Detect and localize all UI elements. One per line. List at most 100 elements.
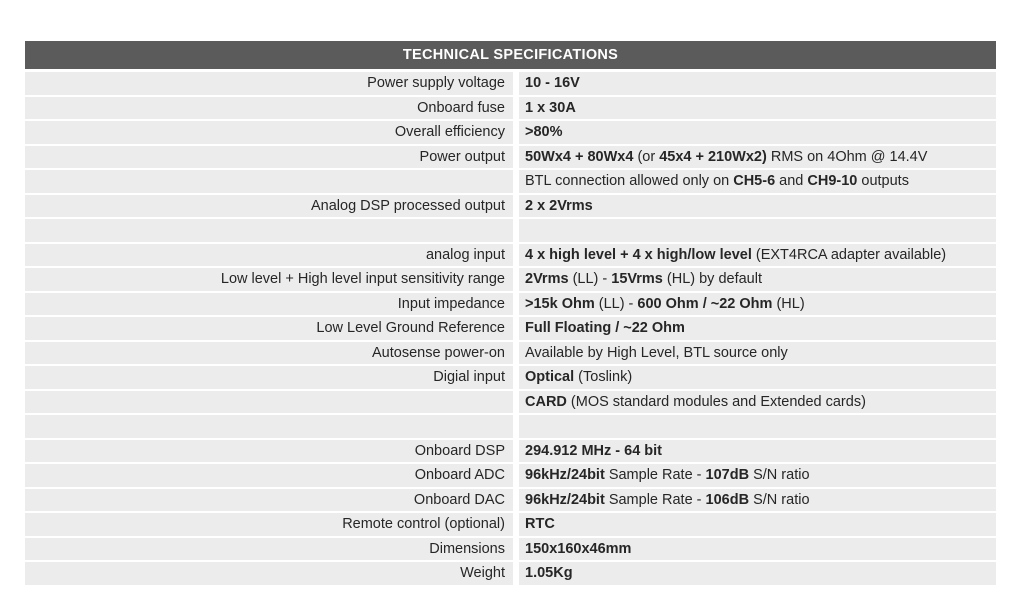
column-divider bbox=[513, 219, 519, 242]
spec-value: 150x160x46mm bbox=[519, 537, 996, 560]
spec-value-text: Available by High Level, BTL source only bbox=[525, 344, 788, 361]
spec-value-bold-text: 107dB bbox=[705, 467, 750, 483]
table-row: CARD (MOS standard modules and Extended … bbox=[25, 390, 996, 413]
spec-value: 10 - 16V bbox=[519, 72, 996, 95]
spec-value-bold-text: CARD bbox=[525, 393, 567, 410]
column-divider bbox=[513, 341, 519, 364]
column-divider bbox=[513, 415, 519, 438]
spec-value-text: and bbox=[775, 173, 808, 189]
spec-label: Onboard DSP bbox=[25, 439, 513, 462]
spec-value-text: Sample Rate - bbox=[604, 491, 706, 508]
column-divider bbox=[513, 366, 519, 389]
spec-value-bold-text: 50Wx4 + 80Wx4 bbox=[525, 148, 634, 165]
spec-value: 96kHz/24bit Sample Rate - 106dB S/N rati… bbox=[519, 488, 996, 511]
spec-label: Weight bbox=[25, 562, 513, 585]
table-row: analog input 4 x high level + 4 x high/lo… bbox=[25, 243, 996, 266]
spec-value-bold-text: 106dB bbox=[705, 491, 750, 508]
spec-value: 1 x 30A bbox=[519, 96, 996, 119]
spec-label: Low Level Ground Reference bbox=[25, 317, 513, 340]
table-row: Onboard fuse 1 x 30A bbox=[25, 96, 996, 119]
column-divider bbox=[513, 537, 519, 560]
spec-value: Available by High Level, BTL source only bbox=[519, 341, 996, 364]
spec-value-bold-text: 2 x 2Vrms bbox=[525, 197, 593, 214]
spec-value bbox=[519, 219, 996, 242]
table-row: Input impedance >15k Ohm (LL) - 600 Ohm /… bbox=[25, 292, 996, 315]
table-row: Onboard DSP 294.912 MHz - 64 bit bbox=[25, 439, 996, 462]
spec-value: >80% bbox=[519, 121, 996, 144]
spec-value-text: (or bbox=[633, 148, 660, 165]
column-divider bbox=[513, 317, 519, 340]
column-divider bbox=[513, 562, 519, 585]
column-divider bbox=[513, 194, 519, 217]
spec-value-bold-text: 1.05Kg bbox=[525, 565, 573, 581]
column-divider bbox=[513, 145, 519, 168]
spec-value-text: (HL) by default bbox=[662, 271, 762, 287]
spec-value bbox=[519, 415, 996, 438]
spec-value-bold-text: Full Floating / ~22 Ohm bbox=[525, 320, 685, 336]
spec-value: 2Vrms (LL) - 15Vrms (HL) by default bbox=[519, 268, 996, 291]
spec-value: >15k Ohm (LL) - 600 Ohm / ~22 Ohm (HL) bbox=[519, 292, 996, 315]
table-row bbox=[25, 415, 996, 438]
table-row: Onboard DAC 96kHz/24bit Sample Rate - 106… bbox=[25, 488, 996, 511]
spec-value-bold-text: 96kHz/24bit bbox=[525, 467, 605, 483]
spec-value-bold-text: >80% bbox=[525, 124, 563, 140]
column-divider bbox=[513, 268, 519, 291]
spec-label: Power output bbox=[25, 145, 513, 168]
table-row: Autosense power-on Available by High Leve… bbox=[25, 341, 996, 364]
table-row: Weight 1.05Kg bbox=[25, 562, 996, 585]
spec-value: Optical (Toslink) bbox=[519, 366, 996, 389]
spec-label: Digial input bbox=[25, 366, 513, 389]
spec-label bbox=[25, 219, 513, 242]
spec-value-text: BTL connection allowed only on bbox=[525, 173, 734, 189]
spec-value-bold-text: 1 x 30A bbox=[525, 99, 576, 116]
table-row: BTL connection allowed only on CH5-6 and… bbox=[25, 170, 996, 193]
spec-value-bold-text: >15k Ohm bbox=[525, 295, 595, 312]
spec-label: Dimensions bbox=[25, 537, 513, 560]
spec-label: Analog DSP processed output bbox=[25, 194, 513, 217]
spec-value-bold-text: 150x160x46mm bbox=[525, 540, 632, 557]
spec-value-text: RMS on 4Ohm @ 14.4V bbox=[766, 148, 928, 165]
spec-value: RTC bbox=[519, 513, 996, 536]
spec-value-text: (LL) - bbox=[594, 295, 638, 312]
spec-label: Onboard fuse bbox=[25, 96, 513, 119]
spec-value-bold-text: 96kHz/24bit bbox=[525, 491, 605, 508]
spec-value-text: (EXT4RCA adapter available) bbox=[751, 246, 947, 263]
table-row: Power output 50Wx4 + 80Wx4 (or 45x4 + 210… bbox=[25, 145, 996, 168]
table-row: Low Level Ground Reference Full Floating … bbox=[25, 317, 996, 340]
spec-label: Input impedance bbox=[25, 292, 513, 315]
spec-value-bold-text: RTC bbox=[525, 516, 555, 532]
spec-label bbox=[25, 390, 513, 413]
spec-value: CARD (MOS standard modules and Extended … bbox=[519, 390, 996, 413]
spec-label: Autosense power-on bbox=[25, 341, 513, 364]
column-divider bbox=[513, 488, 519, 511]
table-title: TECHNICAL SPECIFICATIONS bbox=[402, 47, 619, 63]
spec-value: 4 x high level + 4 x high/low level (EXT… bbox=[519, 243, 996, 266]
spec-table: TECHNICAL SPECIFICATIONS Power supply vo… bbox=[25, 41, 996, 587]
spec-rows: Power supply voltage 10 - 16V Onboard fuse… bbox=[25, 72, 996, 585]
spec-value-bold-text: 15Vrms bbox=[611, 271, 663, 287]
spec-value-bold-text: 10 - 16V bbox=[525, 75, 580, 91]
spec-value: 294.912 MHz - 64 bit bbox=[519, 439, 996, 462]
spec-label: Onboard ADC bbox=[25, 464, 513, 487]
spec-label bbox=[25, 170, 513, 193]
spec-label: Low level + High level input sensitivity… bbox=[25, 268, 513, 291]
spec-value: BTL connection allowed only on CH5-6 and… bbox=[519, 170, 996, 193]
column-divider bbox=[513, 170, 519, 193]
column-divider bbox=[513, 513, 519, 536]
table-row: Power supply voltage 10 - 16V bbox=[25, 72, 996, 95]
column-divider bbox=[513, 96, 519, 119]
table-row: Digial input Optical (Toslink) bbox=[25, 366, 996, 389]
spec-value-bold-text: CH9-10 bbox=[807, 173, 858, 189]
table-row: Analog DSP processed output 2 x 2Vrms bbox=[25, 194, 996, 217]
spec-value: 1.05Kg bbox=[519, 562, 996, 585]
spec-value-text: (MOS standard modules and Extended cards… bbox=[566, 393, 866, 410]
table-row bbox=[25, 219, 996, 242]
column-divider bbox=[513, 292, 519, 315]
column-divider bbox=[513, 464, 519, 487]
spec-value: 50Wx4 + 80Wx4 (or 45x4 + 210Wx2) RMS on … bbox=[519, 145, 996, 168]
spec-label: Overall efficiency bbox=[25, 121, 513, 144]
spec-label: Onboard DAC bbox=[25, 488, 513, 511]
table-row: Remote control (optional) RTC bbox=[25, 513, 996, 536]
spec-value-bold-text: 600 Ohm / ~22 Ohm bbox=[637, 295, 773, 312]
spec-value-text: outputs bbox=[857, 173, 909, 189]
